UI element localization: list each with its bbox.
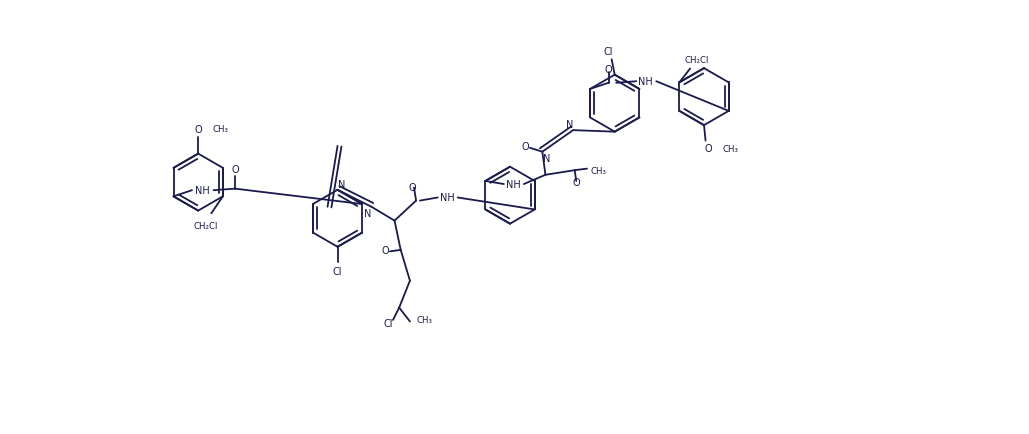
Text: CH₃: CH₃: [590, 166, 606, 175]
Text: CH₂Cl: CH₂Cl: [193, 222, 218, 230]
Text: O: O: [605, 65, 612, 75]
Text: O: O: [705, 144, 712, 154]
Text: O: O: [409, 182, 416, 192]
Text: N: N: [566, 120, 573, 130]
Text: N: N: [339, 179, 346, 189]
Text: NH: NH: [505, 180, 521, 190]
Text: Cl: Cl: [604, 47, 613, 57]
Text: NH: NH: [196, 186, 210, 196]
Text: CH₂Cl: CH₂Cl: [684, 56, 708, 65]
Text: Cl: Cl: [384, 318, 393, 328]
Text: CH₃: CH₃: [212, 125, 228, 134]
Text: O: O: [522, 141, 529, 151]
Text: N: N: [542, 154, 549, 164]
Text: O: O: [232, 164, 239, 174]
Text: N: N: [364, 208, 371, 218]
Text: O: O: [382, 245, 389, 255]
Text: O: O: [194, 125, 202, 135]
Text: CH₃: CH₃: [416, 316, 432, 325]
Text: NH: NH: [638, 77, 652, 87]
Text: NH: NH: [439, 193, 454, 203]
Text: CH₃: CH₃: [722, 145, 739, 153]
Text: Cl: Cl: [332, 266, 343, 276]
Text: O: O: [572, 178, 580, 188]
